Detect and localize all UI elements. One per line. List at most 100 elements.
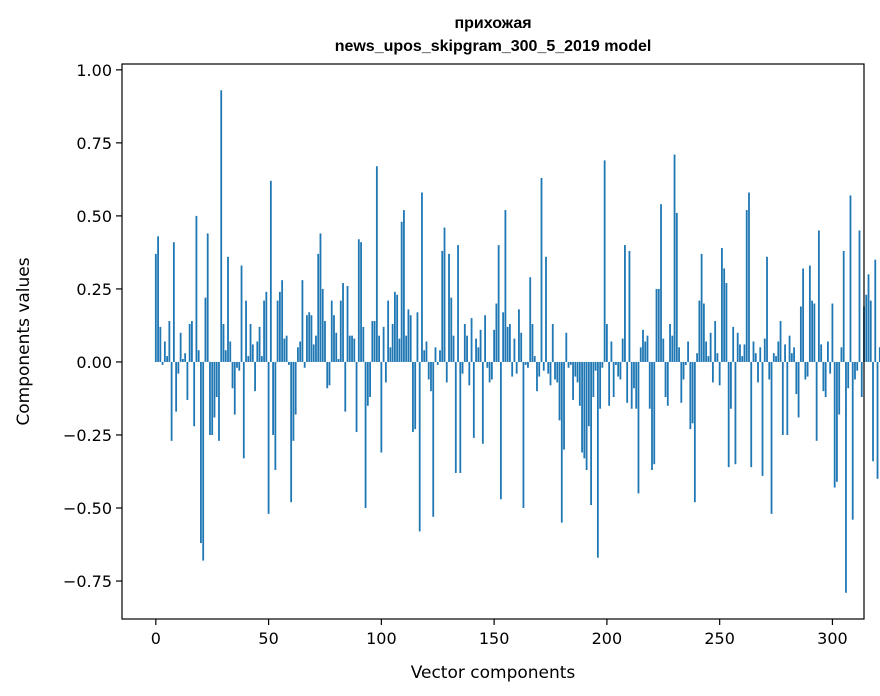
bar — [434, 347, 437, 362]
bar — [757, 361, 759, 383]
bar — [797, 361, 800, 418]
bar — [567, 361, 570, 368]
bar — [657, 288, 660, 362]
bar — [195, 215, 198, 362]
bar — [472, 361, 475, 438]
bar — [793, 347, 795, 362]
bar — [630, 361, 633, 409]
bar — [518, 309, 520, 362]
bar — [732, 326, 735, 362]
bar — [421, 192, 423, 362]
bar — [682, 361, 685, 380]
bar — [475, 338, 477, 362]
bar — [581, 361, 583, 453]
bar — [770, 361, 773, 514]
bar — [477, 347, 480, 362]
bar — [463, 323, 466, 362]
bar — [596, 361, 599, 558]
bar — [369, 361, 371, 397]
bar — [592, 361, 595, 397]
bar — [847, 361, 850, 389]
bar — [739, 344, 741, 362]
x-tick-label: 50 — [258, 629, 278, 648]
bar — [811, 300, 814, 362]
bar — [723, 268, 726, 362]
bar — [276, 300, 279, 362]
bar — [163, 341, 166, 362]
bar — [664, 361, 667, 397]
bar — [504, 210, 507, 362]
bar — [403, 210, 405, 362]
bar — [833, 361, 836, 488]
bar — [297, 347, 299, 362]
bar — [202, 361, 205, 561]
bar — [628, 250, 631, 362]
bar — [527, 361, 529, 368]
bar — [538, 361, 541, 377]
bar — [551, 323, 554, 362]
bar — [754, 353, 757, 362]
bar — [263, 300, 265, 362]
bar — [364, 361, 367, 508]
bar — [436, 361, 439, 365]
bar — [651, 361, 653, 471]
bar — [788, 335, 791, 362]
bar — [693, 361, 696, 503]
bar — [511, 361, 514, 377]
y-axis-ticks: −0.75 −0.50 −0.25 0.00 0.25 0.50 0.75 1.00 — [63, 61, 122, 591]
bar — [414, 361, 417, 430]
bar — [874, 259, 877, 362]
bar — [804, 361, 807, 380]
bar — [687, 341, 689, 362]
bar — [813, 303, 816, 362]
bar — [872, 361, 874, 462]
bar — [493, 329, 496, 362]
bar — [310, 315, 313, 362]
bar — [615, 361, 617, 365]
bar — [256, 341, 259, 362]
bar — [669, 323, 671, 362]
bar — [624, 245, 626, 362]
bar — [851, 361, 854, 520]
bar — [418, 361, 421, 532]
bar — [324, 321, 326, 362]
bar — [680, 361, 683, 403]
bar — [734, 361, 737, 465]
bar — [499, 361, 502, 500]
bar — [373, 321, 376, 362]
bar — [700, 253, 703, 362]
bar — [529, 277, 532, 362]
bar — [775, 356, 777, 362]
bar — [854, 361, 856, 380]
bar — [689, 361, 692, 430]
bar — [452, 335, 455, 362]
bar — [409, 315, 412, 362]
bar — [466, 335, 468, 362]
bar — [265, 291, 268, 362]
bar — [779, 321, 782, 362]
bar — [454, 361, 457, 473]
bar — [443, 227, 446, 362]
bar — [671, 335, 674, 362]
bar — [299, 341, 302, 362]
x-axis-label: Vector components — [411, 663, 576, 683]
bar — [362, 326, 365, 362]
bar — [432, 361, 435, 517]
bar — [231, 361, 234, 389]
bar — [254, 361, 256, 392]
bar — [601, 361, 604, 368]
bar — [815, 361, 818, 441]
bar — [274, 361, 277, 471]
x-tick-label: 100 — [366, 629, 397, 648]
bar — [633, 361, 635, 389]
bar — [520, 332, 523, 362]
bar — [335, 332, 338, 362]
bar — [587, 361, 590, 427]
bar — [427, 361, 430, 380]
y-axis-label: Components values — [14, 257, 34, 425]
bar — [283, 338, 286, 362]
bar — [319, 233, 322, 362]
bar — [267, 361, 270, 514]
bar — [696, 353, 698, 362]
bar — [166, 356, 168, 362]
